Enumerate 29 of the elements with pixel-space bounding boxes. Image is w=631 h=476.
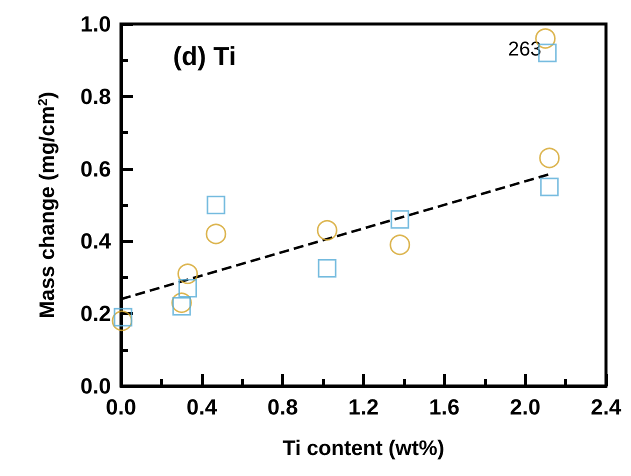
point xyxy=(171,292,192,314)
point xyxy=(177,263,198,284)
point xyxy=(206,196,226,214)
x-tick-label: 2.4 xyxy=(590,394,622,420)
point xyxy=(172,297,191,316)
y-axis-title: Mass change (mg/cm2) xyxy=(35,92,59,318)
y-tick-label: 0.2 xyxy=(80,301,111,326)
point xyxy=(112,310,132,332)
x-tick-label: 0.8 xyxy=(267,394,298,420)
text: (d) Ti xyxy=(173,41,236,71)
point xyxy=(206,224,226,244)
annotation: 263 xyxy=(508,38,542,60)
y-tick-label: 1.0 xyxy=(80,12,111,36)
x-tick-label: 2.0 xyxy=(510,394,540,420)
x-tick-label: 1.2 xyxy=(348,394,379,420)
point xyxy=(539,148,560,168)
point xyxy=(114,308,132,327)
point xyxy=(316,220,338,241)
point xyxy=(390,210,410,229)
point xyxy=(540,178,559,196)
x-tick-label: 1.6 xyxy=(429,394,460,420)
x-tick-label: 0.4 xyxy=(186,394,218,420)
point xyxy=(178,278,197,298)
x-axis-title: Ti content (wt%) xyxy=(282,437,444,460)
point xyxy=(318,259,336,278)
y-tick-label: 0.6 xyxy=(80,156,111,182)
y-tick-label: 0.4 xyxy=(80,228,112,254)
point xyxy=(390,234,410,256)
y-tick-label: 0.8 xyxy=(80,84,111,109)
